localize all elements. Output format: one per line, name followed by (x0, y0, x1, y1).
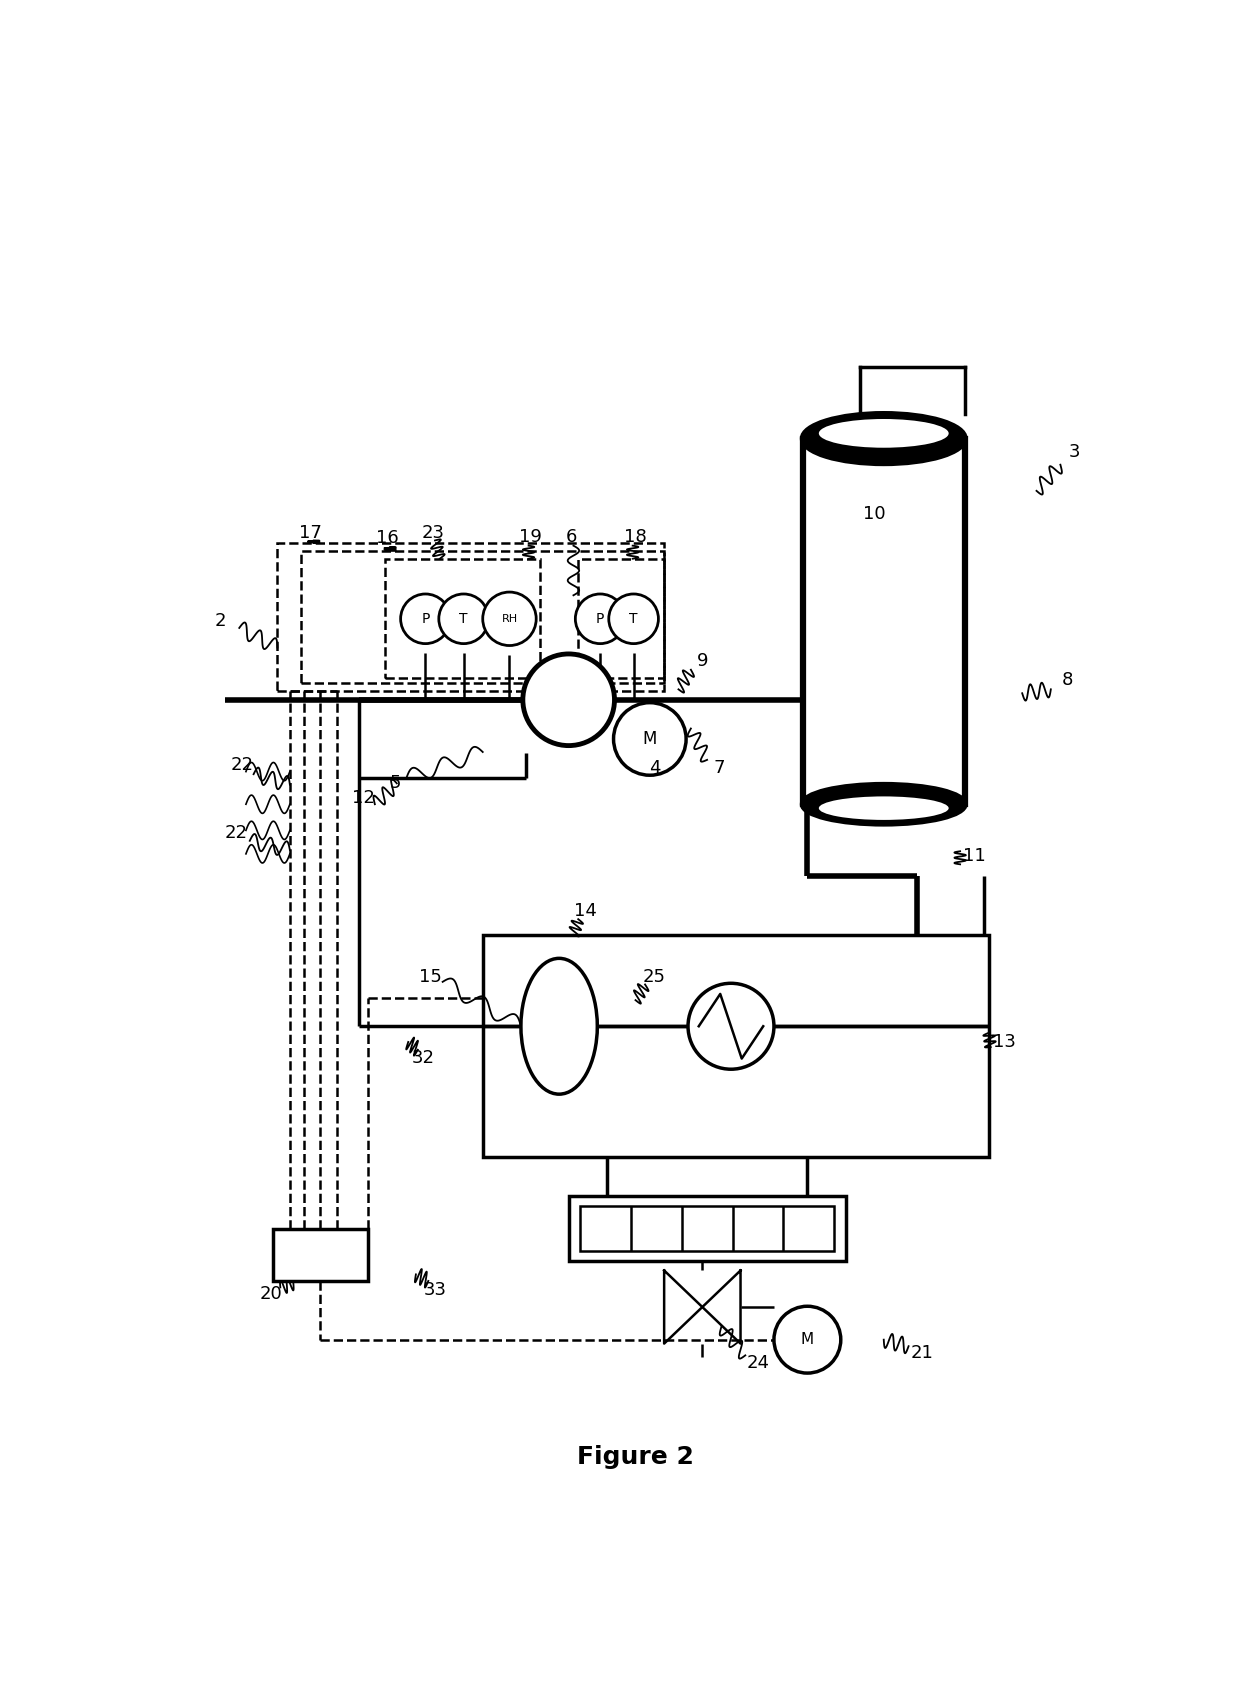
Ellipse shape (802, 785, 965, 824)
Text: 15: 15 (419, 968, 441, 985)
Text: T: T (630, 612, 637, 626)
Text: 13: 13 (992, 1033, 1016, 1052)
Text: 21: 21 (910, 1343, 934, 1362)
Text: 10: 10 (863, 505, 885, 524)
Ellipse shape (802, 414, 965, 463)
Text: P: P (422, 612, 429, 626)
Text: 24: 24 (746, 1353, 769, 1372)
Circle shape (401, 594, 450, 643)
Bar (580, 1206, 835, 1252)
Circle shape (439, 594, 489, 643)
Circle shape (609, 594, 658, 643)
Text: 4: 4 (649, 758, 661, 777)
Text: 6: 6 (565, 527, 577, 546)
Bar (802, 439, 965, 804)
Text: 17: 17 (299, 524, 322, 541)
Text: 3: 3 (1069, 443, 1080, 461)
Circle shape (575, 594, 625, 643)
Ellipse shape (521, 958, 598, 1094)
Text: 8: 8 (1061, 672, 1073, 689)
Text: T: T (459, 612, 467, 626)
Text: 12: 12 (352, 789, 374, 807)
Bar (569, 1196, 846, 1262)
Bar (578, 558, 665, 678)
Text: 14: 14 (574, 902, 598, 921)
Text: 33: 33 (424, 1280, 446, 1299)
Bar (301, 551, 665, 683)
Bar (273, 1228, 368, 1280)
Ellipse shape (818, 419, 949, 448)
Text: 32: 32 (412, 1048, 435, 1067)
Text: 19: 19 (520, 527, 542, 546)
Text: 9: 9 (697, 651, 708, 670)
Text: 16: 16 (376, 529, 398, 546)
Text: 22: 22 (224, 824, 248, 841)
Circle shape (688, 984, 774, 1068)
Circle shape (774, 1306, 841, 1374)
Text: 1: 1 (811, 436, 822, 455)
Text: P: P (596, 612, 604, 626)
Text: RH: RH (501, 614, 517, 624)
Text: 22: 22 (231, 756, 254, 773)
Text: 11: 11 (963, 848, 986, 865)
Text: 7: 7 (714, 758, 725, 777)
Text: M: M (642, 729, 657, 748)
Text: 23: 23 (422, 524, 445, 541)
Circle shape (482, 592, 536, 646)
Bar (386, 558, 541, 678)
Bar (278, 543, 665, 690)
Ellipse shape (818, 797, 949, 819)
Circle shape (523, 655, 615, 746)
Text: 18: 18 (624, 527, 647, 546)
Text: Figure 2: Figure 2 (577, 1445, 694, 1469)
Circle shape (614, 702, 686, 775)
Text: 20: 20 (259, 1286, 283, 1303)
Text: 2: 2 (215, 612, 226, 631)
Text: 25: 25 (644, 968, 666, 985)
Text: M: M (801, 1331, 813, 1347)
Text: 5: 5 (389, 775, 401, 792)
Bar (482, 934, 988, 1157)
